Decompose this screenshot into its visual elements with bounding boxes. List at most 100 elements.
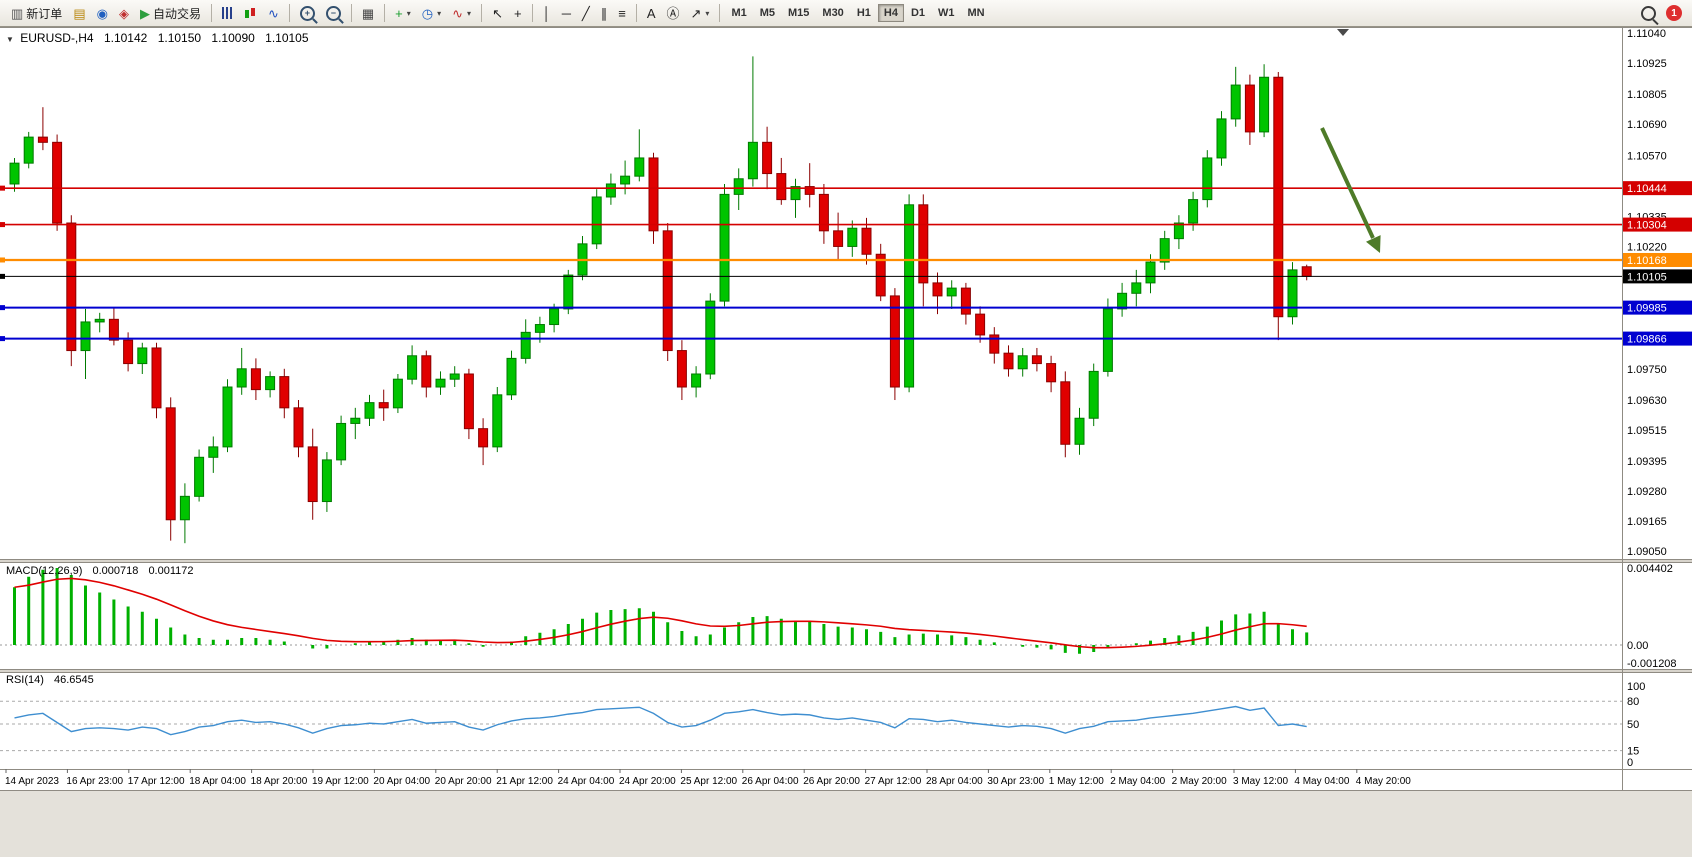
candle <box>1188 199 1199 224</box>
market-watch-button[interactable]: ◉ <box>92 3 113 24</box>
timeframe-m30-button[interactable]: M30 <box>816 4 849 22</box>
toolbar-separator <box>350 4 352 22</box>
rsi-axis-label: 100 <box>1627 681 1645 693</box>
candle <box>534 324 545 333</box>
candle <box>1017 355 1028 370</box>
candle <box>520 331 531 359</box>
rsi-axis-label: 80 <box>1627 696 1639 708</box>
candle <box>108 318 119 341</box>
panel-splitter-macd[interactable] <box>0 559 1692 563</box>
time-axis-label: 2 May 04:00 <box>1110 776 1165 787</box>
timeframe-h4-button[interactable]: H4 <box>877 4 904 22</box>
ohlc-high: 1.10150 <box>157 31 202 45</box>
tile-windows-button[interactable]: ▦ <box>357 3 379 24</box>
toolbar-separator <box>210 4 212 22</box>
price-axis-label: 1.10805 <box>1627 89 1667 101</box>
macd-signal-line <box>14 577 1307 649</box>
fibonacci-icon: ≡ <box>618 5 626 21</box>
candle <box>1145 261 1156 284</box>
tile-windows-icon: ▦ <box>361 5 375 21</box>
candle <box>691 373 702 388</box>
toolbar-separator <box>719 4 721 22</box>
level-line-handle[interactable] <box>0 222 5 228</box>
timeframe-d1-button[interactable]: D1 <box>905 4 931 22</box>
text-icon: A <box>646 5 656 21</box>
text-button[interactable]: A <box>642 3 661 24</box>
macd-label: MACD(12,26,9) 0.000718 0.001172 <box>6 565 194 577</box>
price-axis-label: 1.09515 <box>1627 425 1667 437</box>
time-axis-label: 20 Apr 20:00 <box>435 776 492 787</box>
autotrading-button[interactable]: ▶ 自动交易 <box>135 3 206 24</box>
channel-button[interactable]: ∥ <box>596 3 613 24</box>
level-line-handle[interactable] <box>0 305 5 311</box>
timeframe-m1-button[interactable]: M1 <box>725 4 752 22</box>
price-badge-value: 1.09985 <box>1627 303 1667 315</box>
candle <box>208 446 219 458</box>
candle <box>747 141 758 180</box>
new-order-button[interactable]: ▥ 新订单 <box>6 3 67 24</box>
vertical-line-button[interactable]: │ <box>538 3 556 24</box>
timeframe-h1-button[interactable]: H1 <box>851 4 877 22</box>
price-badge <box>1623 181 1692 196</box>
candle <box>904 204 915 388</box>
period-button[interactable]: ◷ ▾ <box>417 3 446 24</box>
zoom-in-button[interactable]: + <box>295 3 320 24</box>
trendline-button[interactable]: ╱ <box>577 3 595 24</box>
candle <box>222 386 233 448</box>
indicators-button[interactable]: ∿ ▾ <box>447 3 476 24</box>
level-line-handle[interactable] <box>0 185 5 191</box>
search-icon[interactable] <box>1641 5 1656 21</box>
cursor-button[interactable]: ↖ <box>487 3 508 24</box>
time-axis-label: 21 Apr 12:00 <box>496 776 553 787</box>
symbol-ohlc-line: ▼ EURUSD-,H4 1.10142 1.10150 1.10090 1.1… <box>6 31 309 45</box>
level-line-handle[interactable] <box>0 257 5 263</box>
price-axis-label: 1.10925 <box>1627 58 1667 70</box>
time-axis-label: 2 May 20:00 <box>1172 776 1227 787</box>
arrows-button[interactable]: ↗ ▾ <box>686 3 715 24</box>
toolbar-separator <box>481 4 483 22</box>
timeframe-w1-button[interactable]: W1 <box>932 4 961 22</box>
charts-profile-button[interactable]: ▤ <box>68 3 90 24</box>
panel-splitter-rsi[interactable] <box>0 669 1692 673</box>
level-line-handle[interactable] <box>0 273 5 279</box>
horizontal-line-button[interactable]: ─ <box>557 3 576 24</box>
rsi-axis-label: 0 <box>1627 757 1633 769</box>
navigator-button[interactable]: ◈ <box>114 3 134 24</box>
chart-candles-button[interactable] <box>239 3 262 24</box>
rsi-axis-label: 50 <box>1627 719 1639 731</box>
time-axis-label: 4 May 20:00 <box>1356 776 1411 787</box>
trend-arrow-annotation[interactable] <box>1320 127 1375 239</box>
fibonacci-button[interactable]: ≡ <box>613 3 631 24</box>
candle <box>1003 352 1014 370</box>
price-badge <box>1623 300 1692 315</box>
time-axis-label: 24 Apr 04:00 <box>558 776 615 787</box>
text-label-button[interactable]: Ⓐ <box>662 3 685 24</box>
trend-arrow-head[interactable] <box>1366 235 1381 253</box>
chart-line-button[interactable]: ∿ <box>263 3 284 24</box>
notification-badge[interactable]: 1 <box>1666 5 1682 21</box>
macd-axis-label: 0.004402 <box>1627 563 1673 575</box>
new-chart-button[interactable]: + ▾ <box>390 3 416 24</box>
time-axis[interactable] <box>0 770 1692 790</box>
price-axis-label: 1.11040 <box>1627 28 1666 40</box>
timeframe-m15-button[interactable]: M15 <box>782 4 815 22</box>
price-axis[interactable] <box>1622 27 1692 769</box>
symbol-title: EURUSD-,H4 <box>20 31 94 45</box>
candle <box>293 407 304 448</box>
candle <box>1102 308 1113 372</box>
period-icon: ◷ <box>421 5 434 21</box>
caret-down-icon: ▾ <box>467 8 472 18</box>
timeframe-mn-button[interactable]: MN <box>962 4 991 22</box>
ohlc-close: 1.10105 <box>265 31 309 45</box>
zoom-out-button[interactable]: − <box>321 3 346 24</box>
candle <box>1202 157 1213 201</box>
level-line-handle[interactable] <box>0 336 5 342</box>
new-order-label: 新订单 <box>26 6 63 21</box>
crosshair-button[interactable]: + <box>509 3 527 24</box>
timeframe-m5-button[interactable]: M5 <box>754 4 781 22</box>
shift-marker-icon[interactable] <box>1337 29 1349 36</box>
time-axis-label: 19 Apr 12:00 <box>312 776 369 787</box>
chart-bars-button[interactable] <box>217 3 238 24</box>
